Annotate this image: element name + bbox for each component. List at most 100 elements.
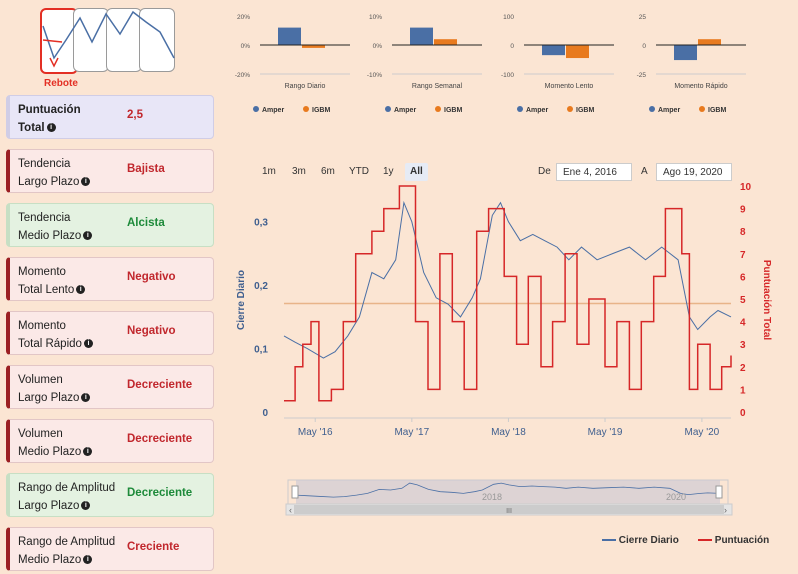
right-ytick: 2 bbox=[740, 363, 746, 374]
mini-ytick: -100 bbox=[501, 72, 514, 79]
navigator-year-label: 2020 bbox=[666, 492, 686, 502]
navigator-year-label: 2018 bbox=[482, 492, 502, 502]
mini-legend-marker bbox=[517, 106, 523, 112]
info-icon[interactable]: i bbox=[81, 501, 91, 511]
navigator-left-handle[interactable] bbox=[291, 485, 299, 499]
mini-bar-amper bbox=[674, 45, 697, 61]
card-label-line2: Medio Plazo i bbox=[18, 551, 115, 569]
mini-legend-marker bbox=[253, 106, 259, 112]
range-button-all[interactable]: All bbox=[405, 163, 428, 181]
info-icon[interactable]: i bbox=[46, 123, 56, 133]
card-label-line2: Total Lento i bbox=[18, 281, 86, 299]
legend-cierre[interactable]: Cierre Diario bbox=[602, 535, 679, 546]
logo-tile-3 bbox=[106, 8, 142, 72]
mini-ytick: 0% bbox=[241, 43, 251, 50]
left-ytick: 0,2 bbox=[254, 281, 268, 292]
mini-legend-label[interactable]: Amper bbox=[658, 107, 680, 114]
card-label-line1: Tendencia bbox=[18, 212, 71, 224]
mini-chart-3: 100 0 -100 Momento Lento Amper IGBM bbox=[501, 14, 614, 114]
right-axis-title: Puntuación Total bbox=[761, 260, 772, 341]
card-label-line1: Tendencia bbox=[18, 158, 71, 170]
range-button-3m[interactable]: 3m bbox=[292, 166, 306, 177]
legend-puntuacion[interactable]: Puntuación bbox=[698, 535, 769, 546]
indicator-card: Momento Total Rápido i Negativo bbox=[6, 311, 214, 355]
card-value: Decreciente bbox=[127, 379, 193, 391]
mini-bar-amper bbox=[410, 27, 433, 45]
mini-legend-label[interactable]: IGBM bbox=[444, 107, 462, 114]
left-ytick: 0,1 bbox=[254, 345, 268, 356]
mini-ytick: -10% bbox=[367, 72, 382, 79]
info-icon[interactable]: i bbox=[81, 177, 91, 187]
card-label-line1: Rango de Amplitud bbox=[18, 482, 116, 494]
date-to-input[interactable]: Ago 19, 2020 bbox=[656, 163, 732, 181]
card-label: Volumen Largo Plazo i bbox=[18, 371, 91, 407]
legend-cierre-swatch bbox=[602, 539, 616, 542]
mini-bar-igbm bbox=[698, 39, 721, 45]
x-tick-label: May '16 bbox=[298, 427, 333, 438]
info-icon[interactable]: i bbox=[76, 285, 86, 295]
rebote-logo: Rebote bbox=[40, 8, 177, 89]
left-ytick: 0 bbox=[262, 408, 268, 419]
mini-ytick: 0 bbox=[642, 43, 646, 50]
mini-ytick: 25 bbox=[639, 14, 647, 21]
right-ytick: 4 bbox=[740, 318, 746, 329]
indicator-card: Puntuación Total i 2,5 bbox=[6, 95, 214, 139]
mini-legend-label[interactable]: IGBM bbox=[312, 107, 330, 114]
card-label: Tendencia Medio Plazo i bbox=[18, 209, 93, 245]
mini-ytick: 0% bbox=[373, 43, 383, 50]
logo-tile-4 bbox=[139, 8, 175, 72]
legend-puntuacion-label: Puntuación bbox=[714, 535, 770, 546]
right-ytick: 9 bbox=[740, 205, 746, 216]
logo-zigzag-icon bbox=[42, 10, 175, 68]
x-tick-label: May '18 bbox=[491, 427, 526, 438]
navigator-right-handle[interactable] bbox=[715, 485, 723, 499]
date-from-input[interactable]: Ene 4, 2016 bbox=[556, 163, 632, 181]
range-button-6m[interactable]: 6m bbox=[321, 166, 335, 177]
right-ytick: 0 bbox=[740, 408, 746, 419]
navigator-scroll-thumb[interactable] bbox=[294, 505, 724, 514]
mini-legend-marker bbox=[435, 106, 441, 112]
mini-legend-label[interactable]: Amper bbox=[526, 107, 548, 114]
info-icon[interactable]: i bbox=[83, 555, 93, 565]
navigator-frame bbox=[287, 479, 729, 505]
card-label-line1: Momento bbox=[18, 320, 66, 332]
mini-bar-amper bbox=[278, 27, 301, 45]
legend-puntuacion-swatch bbox=[698, 539, 712, 542]
card-label-line1: Volumen bbox=[18, 374, 63, 386]
navigator-selection bbox=[296, 480, 720, 504]
info-icon[interactable]: i bbox=[83, 339, 93, 349]
info-icon[interactable]: i bbox=[83, 447, 93, 457]
range-button-1y[interactable]: 1y bbox=[383, 166, 394, 177]
indicator-card: Tendencia Largo Plazo i Bajista bbox=[6, 149, 214, 193]
info-icon[interactable]: i bbox=[83, 231, 93, 241]
mini-bar-igbm bbox=[434, 39, 457, 45]
left-ytick: 0,3 bbox=[254, 218, 268, 229]
card-label-line2: Medio Plazo i bbox=[18, 443, 93, 461]
series-cierre-diario bbox=[283, 200, 732, 359]
mini-chart-title: Momento Rápido bbox=[674, 83, 727, 90]
mini-legend-label[interactable]: Amper bbox=[262, 107, 284, 114]
card-label: Momento Total Lento i bbox=[18, 263, 86, 299]
card-value: Negativo bbox=[127, 325, 176, 337]
mini-chart-2: 10% 0% -10% Rango Semanal Amper IGBM bbox=[367, 14, 482, 114]
x-tick-label: May '20 bbox=[685, 427, 720, 438]
info-icon[interactable]: i bbox=[81, 393, 91, 403]
range-button-1m[interactable]: 1m bbox=[262, 166, 276, 177]
mini-ytick: 20% bbox=[237, 14, 250, 21]
navigator-scrollbar[interactable] bbox=[285, 503, 733, 516]
indicator-card: Volumen Largo Plazo i Decreciente bbox=[6, 365, 214, 409]
card-label-line2: Largo Plazo i bbox=[18, 497, 115, 515]
card-label-line1: Rango de Amplitud bbox=[18, 536, 116, 548]
mini-legend-label[interactable]: Amper bbox=[394, 107, 416, 114]
navigator-series bbox=[295, 482, 721, 498]
range-button-ytd[interactable]: YTD bbox=[349, 166, 369, 177]
x-tick-label: May '17 bbox=[394, 427, 429, 438]
mini-legend-label[interactable]: IGBM bbox=[576, 107, 594, 114]
right-ytick: 6 bbox=[740, 272, 746, 283]
mini-ytick: 10% bbox=[369, 14, 382, 21]
mini-legend-label[interactable]: IGBM bbox=[708, 107, 726, 114]
card-label: Momento Total Rápido i bbox=[18, 317, 93, 353]
logo-label: Rebote bbox=[44, 78, 78, 89]
card-label-line2: Largo Plazo i bbox=[18, 389, 91, 407]
mini-chart-title: Rango Diario bbox=[285, 83, 326, 90]
